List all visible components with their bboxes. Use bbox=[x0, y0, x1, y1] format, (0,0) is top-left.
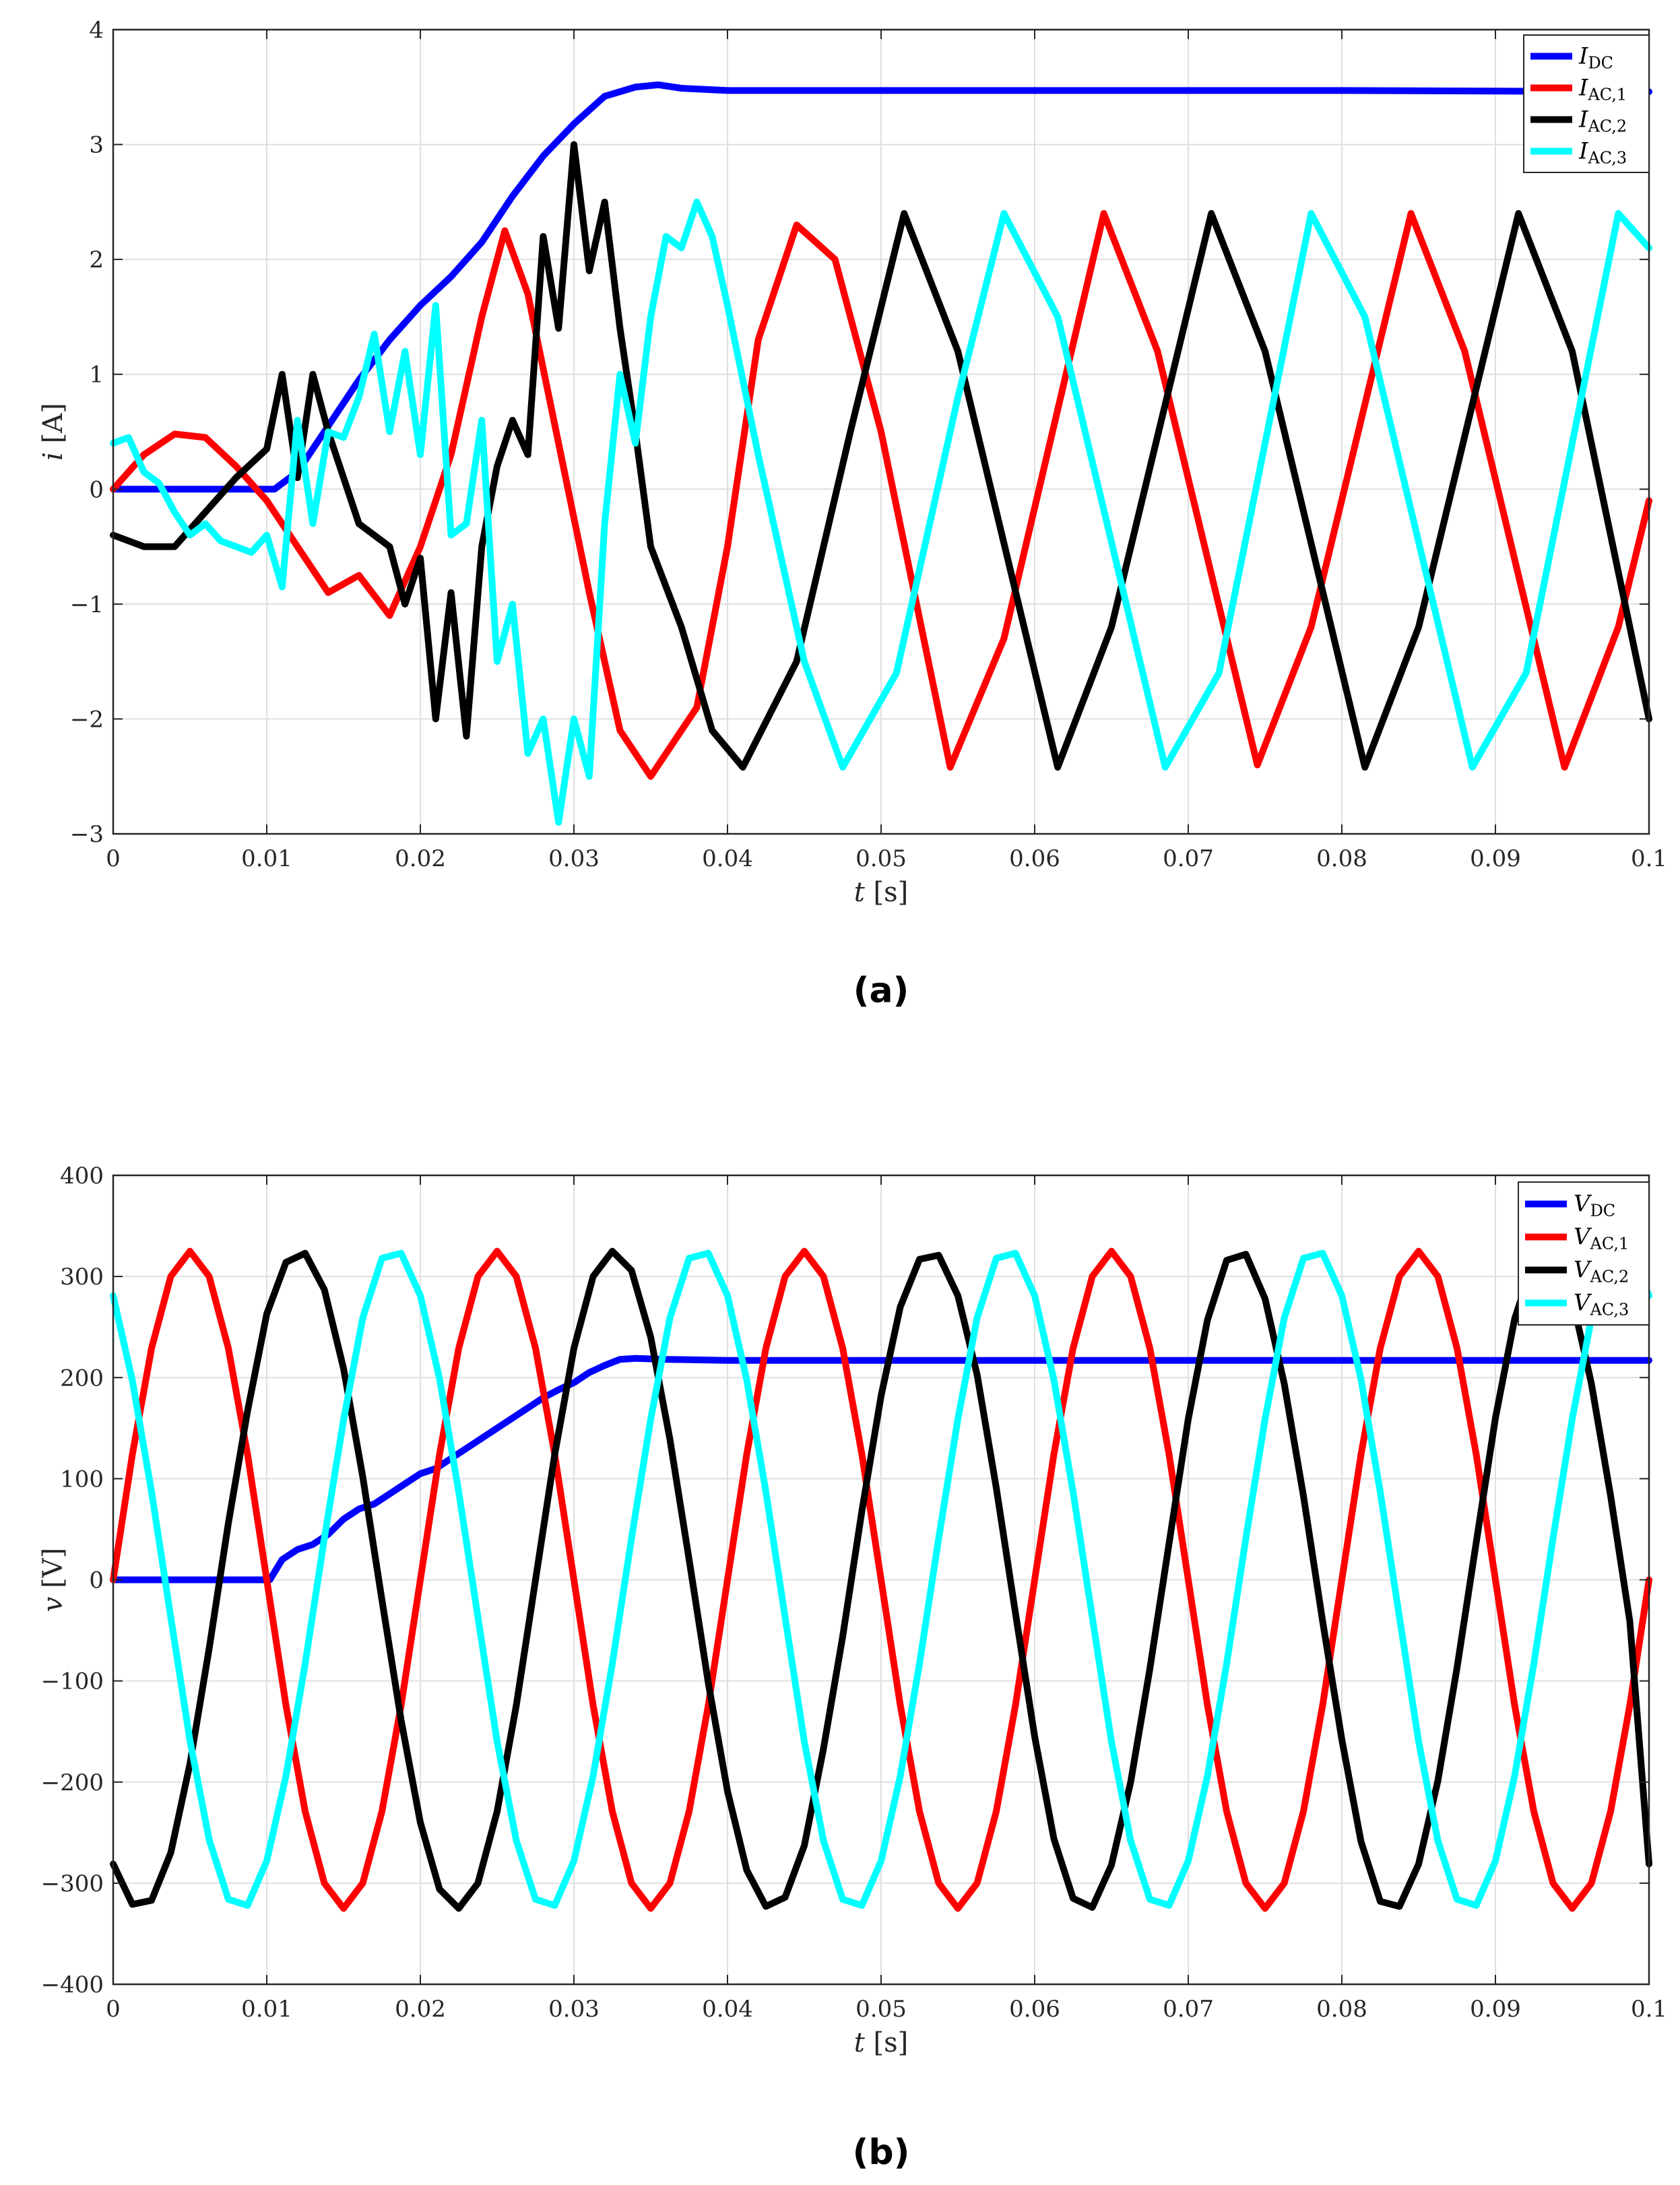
x-tick-label: 0 bbox=[106, 1996, 121, 2023]
y-tick-label: −100 bbox=[41, 1668, 104, 1695]
series-line-v-ac-3 bbox=[110, 1249, 1652, 1909]
y-tick-label: 200 bbox=[60, 1365, 104, 1392]
x-axis-label: t [s] bbox=[854, 2027, 909, 2058]
x-tick-label: 0.06 bbox=[1009, 845, 1060, 872]
y-tick-label: −1 bbox=[70, 591, 104, 618]
y-tick-label: 4 bbox=[89, 17, 104, 44]
x-tick-label: 0.03 bbox=[548, 1996, 600, 2023]
chart-panel-b: 0 0.01 0.02 0.03 0.04 0.05 0.06 0.07 0.08 0.09 0.1… bbox=[38, 1163, 1667, 2058]
legend-entry: VDC bbox=[1574, 1191, 1615, 1220]
y-axis-label: i [A] bbox=[38, 403, 69, 461]
x-tick-label: 0.07 bbox=[1163, 1996, 1214, 2023]
legend: VDC VAC,1 VAC,2 VAC,3 bbox=[1518, 1181, 1650, 1326]
legend-entry: VAC,2 bbox=[1574, 1257, 1629, 1286]
y-tick-label: −300 bbox=[41, 1870, 104, 1897]
y-tick-label: 0 bbox=[89, 476, 104, 503]
x-tick-label: 0.02 bbox=[395, 845, 446, 872]
x-tick-label: 0.09 bbox=[1470, 1996, 1521, 2023]
legend-entry: IDC bbox=[1578, 43, 1613, 73]
x-axis-label: t [s] bbox=[854, 877, 909, 908]
chart-panel-a: 0 0.01 0.02 0.03 0.04 0.05 0.06 0.07 0.08 0.09 0.1… bbox=[38, 17, 1667, 908]
legend-entry: IAC,1 bbox=[1578, 75, 1627, 104]
x-tick-label: 0.02 bbox=[395, 1996, 446, 2023]
x-tick-label: 0.09 bbox=[1470, 845, 1521, 872]
series-line-i-ac-1 bbox=[110, 209, 1652, 780]
legend-entry: VAC,3 bbox=[1574, 1290, 1629, 1319]
x-tick-label: 0.1 bbox=[1631, 845, 1667, 872]
x-tick-label: 0.04 bbox=[702, 845, 753, 872]
y-tick-label: −2 bbox=[70, 706, 104, 733]
x-tick-label: 0.06 bbox=[1009, 1996, 1060, 2023]
y-tick-label: 3 bbox=[89, 132, 104, 159]
y-axis-label: v [V] bbox=[38, 1548, 69, 1612]
legend-entry: IAC,3 bbox=[1578, 138, 1627, 168]
legend-entry: IAC,2 bbox=[1578, 106, 1627, 136]
y-tick-label: −200 bbox=[41, 1769, 104, 1796]
x-tick-label: 0.01 bbox=[241, 1996, 292, 2023]
y-tick-label: 0 bbox=[89, 1567, 104, 1594]
x-tick-label: 0.01 bbox=[241, 845, 292, 872]
x-tick-label: 0.1 bbox=[1631, 1996, 1667, 2023]
y-tick-label: 1 bbox=[89, 362, 104, 389]
series-line-i-ac-3 bbox=[110, 198, 1652, 826]
series-line-i-ac-2 bbox=[110, 141, 1652, 771]
series-line-i-dc bbox=[110, 81, 1652, 493]
series-line-v-ac-2 bbox=[110, 1247, 1652, 1912]
series-line-v-ac-1 bbox=[110, 1247, 1652, 1912]
x-tick-label: 0.08 bbox=[1316, 845, 1367, 872]
x-tick-label: 0.05 bbox=[855, 1996, 907, 2023]
y-tick-label: 2 bbox=[89, 247, 104, 273]
y-tick-label: 400 bbox=[60, 1163, 104, 1189]
panel-caption: (b) bbox=[853, 2132, 910, 2173]
x-tick-label: 0.07 bbox=[1163, 845, 1214, 872]
panel-caption: (a) bbox=[853, 971, 909, 1011]
legend-entry: VAC,1 bbox=[1574, 1224, 1629, 1253]
y-tick-label: −3 bbox=[70, 821, 104, 848]
x-tick-label: 0.05 bbox=[855, 845, 907, 872]
y-tick-label: 100 bbox=[60, 1466, 104, 1493]
y-tick-label: 300 bbox=[60, 1264, 104, 1291]
series-line-v-dc bbox=[110, 1355, 1652, 1584]
x-tick-label: 0 bbox=[106, 845, 121, 872]
x-tick-label: 0.04 bbox=[702, 1996, 753, 2023]
x-tick-label: 0.03 bbox=[548, 845, 600, 872]
y-tick-label: −400 bbox=[41, 1971, 104, 1998]
x-tick-label: 0.08 bbox=[1316, 1996, 1367, 2023]
